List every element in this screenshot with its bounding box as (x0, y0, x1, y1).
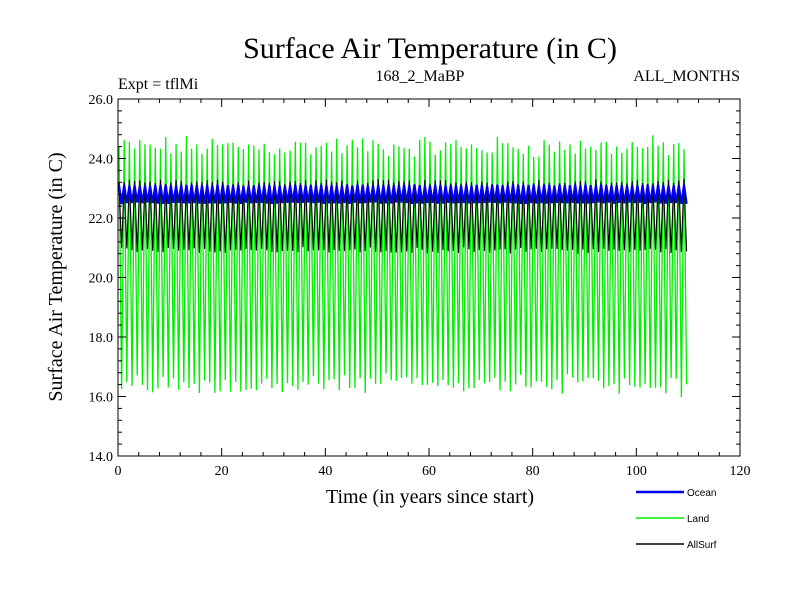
x-tick-label: 80 (526, 464, 540, 479)
legend-label-ocean: Ocean (687, 488, 716, 499)
y-tick-label: 26.0 (89, 93, 114, 108)
axes-layer: 0 20 40 60 80 100 120 14.0 16.0 18.0 20.0 22.0 24.0 2… (89, 93, 751, 479)
x-tick-label: 40 (318, 464, 332, 479)
y-tick-label: 24.0 (89, 153, 114, 168)
chart-title: Surface Air Temperature (in C) (243, 32, 617, 65)
x-tick-label: 20 (215, 464, 229, 479)
y-tick-label: 22.0 (89, 212, 114, 227)
subtitle-center: 168_2_MaBP (376, 68, 465, 85)
series-line-land (118, 135, 688, 398)
series-line-ocean (117, 184, 688, 205)
x-tick-label: 120 (730, 464, 751, 479)
y-tick-label: 16.0 (89, 391, 114, 406)
y-tick-label: 20.0 (89, 272, 114, 287)
x-tick-label: 0 (115, 464, 122, 479)
series-layer (117, 135, 688, 398)
x-axis-label: Time (in years since start) (326, 486, 534, 508)
legend-label-land: Land (687, 514, 709, 525)
subtitle-right: ALL_MONTHS (633, 68, 740, 85)
x-tick-label: 100 (626, 464, 647, 479)
y-tick-label: 18.0 (89, 331, 114, 346)
x-tick-label: 60 (422, 464, 436, 479)
subtitle-left: Expt = tflMi (118, 76, 199, 93)
legend-label-allsurf: AllSurf (687, 540, 717, 551)
legend: Ocean Land AllSurf (636, 488, 717, 551)
y-axis-label: Surface Air Temperature (in C) (45, 152, 67, 401)
series-line-allsurf (118, 178, 688, 254)
y-tick-label: 14.0 (89, 450, 114, 465)
